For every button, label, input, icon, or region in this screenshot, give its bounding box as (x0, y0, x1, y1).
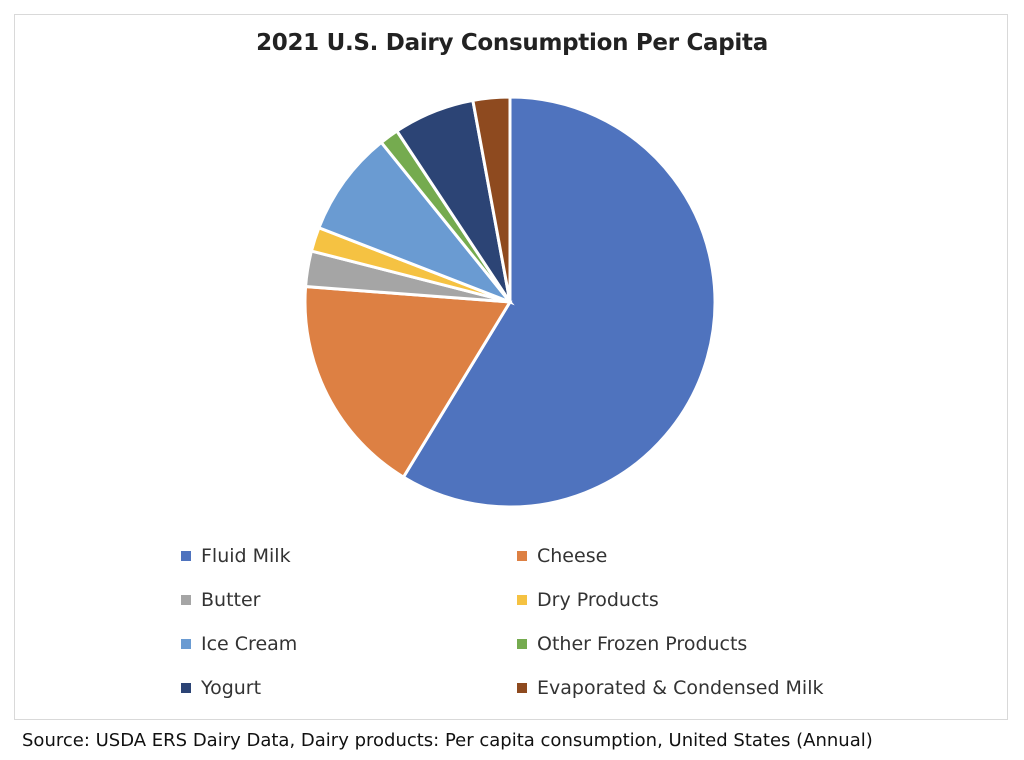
legend-label: Evaporated & Condensed Milk (537, 677, 824, 699)
legend-swatch (181, 551, 191, 561)
legend-swatch (517, 551, 527, 561)
legend-item: Yogurt (181, 677, 261, 699)
legend-item: Butter (181, 589, 260, 611)
pie-slice-cheese (303, 284, 513, 480)
legend-item: Other Frozen Products (517, 633, 747, 655)
legend-label: Butter (201, 589, 261, 611)
legend-swatch (517, 683, 527, 693)
legend-swatch (517, 595, 527, 605)
legend-label: Cheese (537, 545, 608, 567)
legend-swatch (181, 595, 191, 605)
legend-item: Fluid Milk (181, 545, 291, 567)
legend-item: Ice Cream (181, 633, 297, 655)
legend-label: Dry Products (537, 589, 659, 611)
legend-label: Ice Cream (201, 633, 298, 655)
pie-slice-evaporated-condensed-milk (471, 95, 512, 303)
pie-slice-fluid-milk (401, 95, 717, 509)
legend-label: Other Frozen Products (537, 633, 748, 655)
pie-slice-ice-cream (316, 140, 515, 306)
legend-swatch (517, 639, 527, 649)
chart-frame (14, 14, 1008, 720)
legend-item: Cheese (517, 545, 607, 567)
legend-swatch (181, 683, 191, 693)
source-note: Source: USDA ERS Dairy Data, Dairy produ… (22, 730, 873, 751)
chart-title: 2021 U.S. Dairy Consumption Per Capita (256, 30, 768, 56)
legend-label: Fluid Milk (201, 545, 291, 567)
legend-swatch (181, 639, 191, 649)
legend-item: Dry Products (517, 589, 659, 611)
legend-item: Evaporated & Condensed Milk (517, 677, 824, 699)
legend-label: Yogurt (201, 677, 262, 699)
